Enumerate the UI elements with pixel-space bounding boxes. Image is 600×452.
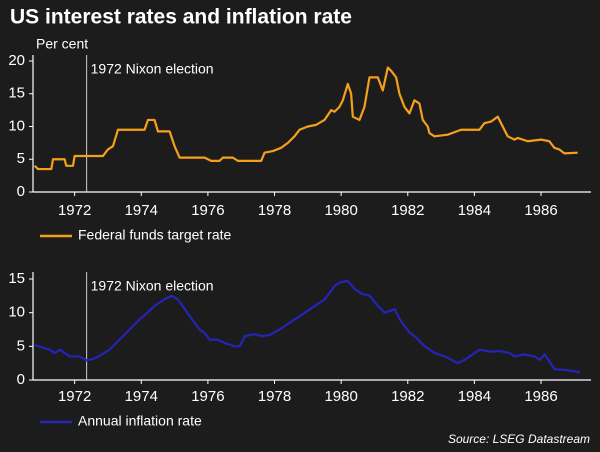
x-tick-label: 1984 xyxy=(458,202,491,219)
x-tick-label: 1986 xyxy=(524,202,557,219)
legend-label: Annual inflation rate xyxy=(78,413,202,429)
x-tick-label: 1982 xyxy=(391,202,424,219)
series-line xyxy=(33,66,578,171)
x-tick-label: 1974 xyxy=(125,388,158,405)
x-tick-label: 1980 xyxy=(324,202,357,219)
y-tick-label: 0 xyxy=(17,183,25,200)
x-tick-label: 1980 xyxy=(324,388,357,405)
y-tick-label: 0 xyxy=(17,371,25,388)
annotation-label: 1972 Nixon election xyxy=(91,278,214,294)
y-tick-label: 20 xyxy=(8,52,25,69)
y-axis-label: Per cent xyxy=(36,36,88,52)
x-tick-label: 1976 xyxy=(191,388,224,405)
source: Source: LSEG Datastream xyxy=(448,432,590,446)
x-tick-label: 1978 xyxy=(258,388,291,405)
x-tick-label: 1982 xyxy=(391,388,424,405)
y-tick-label: 15 xyxy=(8,270,25,287)
legend-label: Federal funds target rate xyxy=(78,227,232,243)
x-tick-label: 1984 xyxy=(458,388,491,405)
y-tick-label: 10 xyxy=(8,117,25,134)
x-tick-label: 1978 xyxy=(258,202,291,219)
x-tick-label: 1972 xyxy=(58,202,91,219)
y-tick-label: 15 xyxy=(8,85,25,102)
chart-title: US interest rates and inflation rate xyxy=(10,6,352,29)
series-line xyxy=(34,279,581,374)
x-tick-label: 1972 xyxy=(58,388,91,405)
y-tick-label: 5 xyxy=(17,150,25,167)
x-tick-label: 1974 xyxy=(125,202,158,219)
x-tick-label: 1976 xyxy=(191,202,224,219)
x-tick-label: 1986 xyxy=(524,388,557,405)
y-tick-label: 10 xyxy=(8,304,25,321)
y-tick-label: 5 xyxy=(17,337,25,354)
annotation-label: 1972 Nixon election xyxy=(91,61,214,77)
